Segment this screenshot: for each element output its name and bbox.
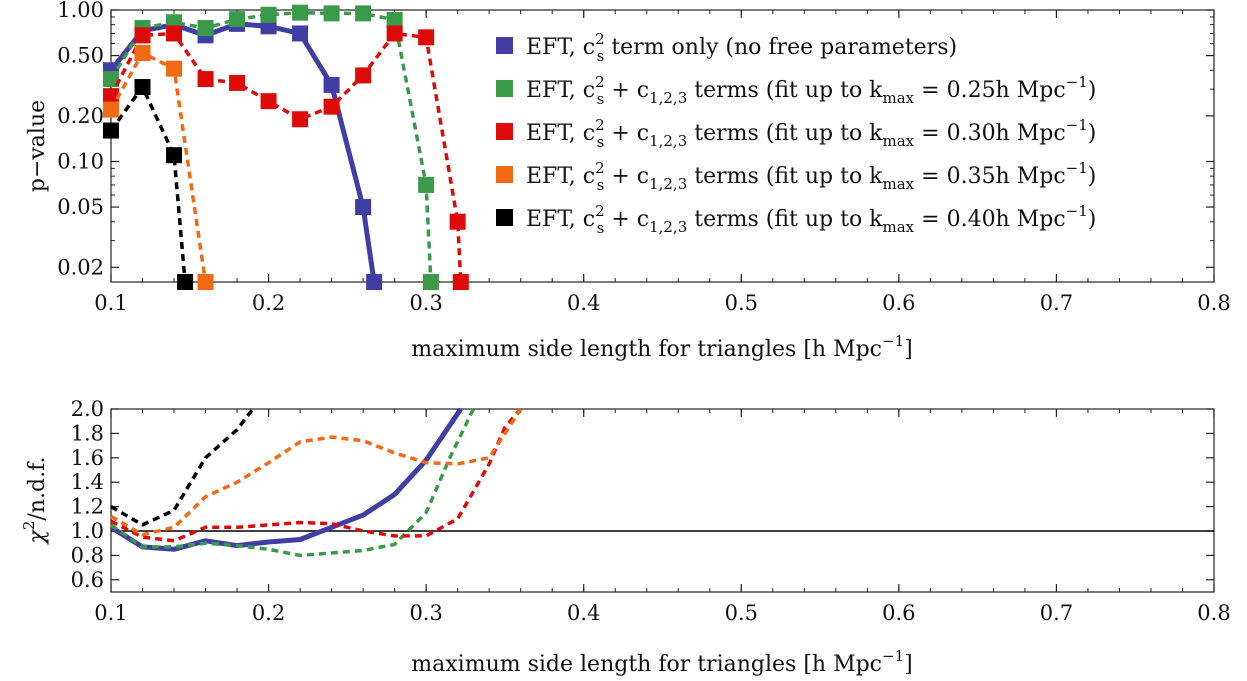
bottom-series-group — [109, 407, 523, 558]
top-point-red — [103, 88, 119, 105]
bottom-y-tick-label: 1.0 — [71, 519, 104, 543]
top-series-line-green — [109, 10, 433, 283]
top-point-blue — [355, 199, 372, 216]
top-point-red — [449, 213, 466, 230]
legend-swatch-orange — [496, 166, 513, 183]
top-point-red — [197, 71, 214, 88]
top-point-blue — [292, 25, 309, 42]
top-point-red — [355, 67, 372, 84]
top-point-blue — [323, 76, 340, 93]
bottom-x-tick-label: 0.4 — [567, 601, 600, 625]
bottom-x-tick-label: 0.1 — [94, 601, 127, 625]
top-series-line-red — [109, 31, 463, 283]
top-point-green — [292, 4, 309, 21]
top-point-red — [292, 111, 309, 128]
legend-swatch-red — [496, 123, 513, 140]
top-point-red — [260, 93, 277, 110]
bottom-series-line-green — [109, 408, 475, 558]
bottom-y-tick-label: 0.8 — [71, 543, 104, 567]
bottom-series-line-red — [110, 407, 523, 543]
top-y-tick-label: 0.05 — [57, 195, 104, 219]
top-x-tick-label: 0.7 — [1040, 291, 1073, 315]
top-x-tick-label: 0.2 — [252, 291, 285, 315]
top-point-green — [197, 20, 214, 37]
top-point-green — [103, 71, 119, 88]
top-point-blue — [366, 274, 383, 290]
bottom-series-line-blue — [109, 407, 463, 552]
top-point-orange — [103, 101, 119, 118]
top-point-green — [355, 5, 372, 22]
legend-label-black: EFT, c2 s + c1,2,3 terms (fit up to kmax … — [526, 202, 1096, 237]
bottom-y-tick-label: 1.6 — [71, 446, 104, 470]
top-x-tick-label: 0.3 — [409, 291, 442, 315]
bottom-x-tick-label: 0.8 — [1197, 601, 1230, 625]
top-point-green — [260, 6, 277, 23]
legend-swatch-green — [496, 80, 513, 97]
bottom-x-tick-label: 0.6 — [882, 601, 915, 625]
bottom-series-line-orange — [110, 408, 523, 537]
top-x-tick-label: 0.5 — [725, 291, 758, 315]
top-point-orange — [197, 274, 214, 290]
top-y-axis-label: p−value — [25, 100, 50, 192]
bottom-y-tick-label: 0.6 — [71, 568, 104, 592]
legend-label-red: EFT, c2 s + c1,2,3 terms (fit up to kmax … — [526, 116, 1096, 151]
top-y-tick-label: 0.10 — [57, 149, 104, 173]
top-axis-ticks: 0.1 0.2 0.3 0.4 0.5 0.6 0.7 0.8 1.00 0.50 0.20 0.10… — [57, 0, 1230, 315]
bottom-y-tick-label: 1.4 — [71, 470, 104, 494]
top-point-black — [103, 122, 119, 139]
top-y-tick-label: 0.02 — [57, 255, 104, 279]
top-plot-frame — [110, 9, 1215, 283]
top-point-red — [386, 25, 403, 42]
top-point-black — [166, 147, 183, 164]
top-point-green — [418, 176, 435, 193]
top-series-line-orange — [109, 51, 208, 283]
top-x-tick-label: 0.6 — [882, 291, 915, 315]
legend: EFT, c2 s term only (no free parameters) E… — [496, 30, 1096, 237]
top-y-tick-label: 0.50 — [57, 44, 104, 68]
bottom-series-line-black — [110, 407, 255, 527]
top-point-black — [177, 274, 194, 290]
top-series-group — [103, 4, 469, 290]
top-x-tick-label: 0.1 — [94, 291, 127, 315]
bottom-x-axis-label: maximum side length for triangles [h Mpc… — [411, 647, 912, 677]
top-point-red — [134, 27, 151, 44]
top-point-red — [452, 274, 469, 290]
bottom-x-tick-label: 0.7 — [1040, 601, 1073, 625]
top-y-tick-label: 0.20 — [57, 104, 104, 128]
top-point-red — [166, 25, 183, 42]
legend-label-orange: EFT, c2 s + c1,2,3 terms (fit up to kmax … — [526, 159, 1096, 194]
bottom-y-tick-label: 1.8 — [71, 421, 104, 445]
legend-label-green: EFT, c2 s + c1,2,3 terms (fit up to kmax … — [526, 73, 1096, 108]
bottom-y-axis-label: χ2/n.d.f. — [20, 457, 50, 546]
top-point-green — [323, 5, 340, 22]
bottom-x-tick-label: 0.3 — [409, 601, 442, 625]
top-x-tick-label: 0.4 — [567, 291, 600, 315]
bottom-axis-ticks: 0.1 0.2 0.3 0.4 0.5 0.6 0.7 0.8 2.01.81.61.41.21… — [71, 397, 1231, 625]
bottom-x-tick-label: 0.5 — [725, 601, 758, 625]
bottom-y-tick-label: 2.0 — [71, 397, 104, 421]
top-point-green — [422, 274, 439, 290]
top-point-black — [134, 79, 151, 96]
top-point-green — [229, 11, 246, 28]
legend-swatch-black — [496, 209, 513, 226]
top-series-line-black — [109, 85, 187, 283]
top-point-red — [323, 98, 340, 115]
top-series-line-blue — [109, 21, 377, 283]
legend-label-blue: EFT, c2 s term only (no free parameters) — [526, 30, 957, 65]
legend-swatch-blue — [496, 37, 513, 54]
top-point-red — [418, 29, 435, 46]
top-x-axis-label: maximum side length for triangles [h Mpc… — [411, 332, 912, 362]
bottom-plot-frame — [110, 408, 1215, 593]
top-point-orange — [166, 60, 183, 77]
top-point-red — [229, 74, 246, 91]
top-point-orange — [134, 45, 151, 62]
top-x-tick-label: 0.8 — [1197, 291, 1230, 315]
bottom-x-tick-label: 0.2 — [252, 601, 285, 625]
top-point-green — [386, 11, 403, 28]
bottom-y-tick-label: 1.2 — [71, 495, 104, 519]
top-y-tick-label: 1.00 — [57, 0, 104, 22]
